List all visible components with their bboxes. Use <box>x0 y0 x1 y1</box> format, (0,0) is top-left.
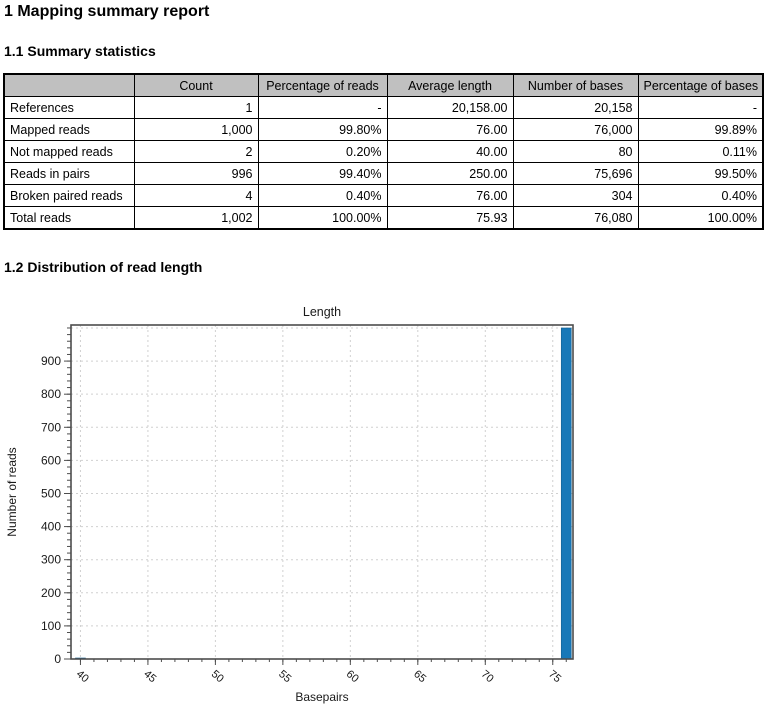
table-cell: 20,158 <box>512 96 639 119</box>
gridlines <box>71 325 573 659</box>
table-row: Not mapped reads 2 0.20% 40.00 80 0.11% <box>3 140 764 163</box>
table-header-row: Count Percentage of reads Average length Nu… <box>3 73 764 97</box>
row-label: Not mapped reads <box>3 140 135 163</box>
table-cell: 100.00% <box>257 206 388 230</box>
svg-text:900: 900 <box>41 354 61 368</box>
column-header-4: Number of bases <box>512 73 639 97</box>
table-cell: 0.11% <box>637 140 764 163</box>
table-cell: 1 <box>133 96 259 119</box>
table-row: Mapped reads 1,000 99.80% 76.00 76,000 99.89% <box>3 118 764 141</box>
summary-statistics-table: Count Percentage of reads Average length Nu… <box>3 73 764 230</box>
table-cell: - <box>257 96 388 119</box>
table-cell: 20,158.00 <box>386 96 514 119</box>
plot-frame <box>70 324 574 660</box>
table-header: Count Percentage of reads Average length Nu… <box>3 73 764 97</box>
table-cell: 250.00 <box>386 162 514 185</box>
read-length-histogram: 0 100 200 300 400 500 600 700 800 900 40 45 50 55 60 65… <box>5 305 574 704</box>
table-cell: 99.89% <box>637 118 764 141</box>
report-title: 1 Mapping summary report <box>4 3 210 20</box>
table-cell: 100.00% <box>637 206 764 230</box>
x-axis-label: Basepairs <box>295 690 348 704</box>
table-row: References 1-20,158.00 20,158- <box>3 96 764 119</box>
table-cell: 0.20% <box>257 140 388 163</box>
column-header-1: Count <box>133 73 259 97</box>
svg-text:800: 800 <box>41 387 61 401</box>
table-cell: 99.80% <box>257 118 388 141</box>
table-body: References 1-20,158.00 20,158- Mapped reads… <box>3 96 764 230</box>
svg-text:75: 75 <box>546 668 563 685</box>
x-axis-tick-labels: 40 45 50 55 60 65 70 75 <box>74 668 563 685</box>
row-label: Reads in pairs <box>3 162 135 185</box>
svg-text:65: 65 <box>411 668 428 685</box>
y-axis-label: Number of reads <box>5 447 19 536</box>
svg-text:55: 55 <box>276 668 293 685</box>
table-row: Total reads 1,002 100.00% 75.93 76,080 100.00… <box>3 206 764 230</box>
svg-text:40: 40 <box>74 668 91 685</box>
table-cell: 4 <box>133 184 259 207</box>
table-cell: 76,000 <box>512 118 639 141</box>
svg-text:700: 700 <box>41 420 61 434</box>
table-cell: 80 <box>512 140 639 163</box>
table-cell: 0.40% <box>637 184 764 207</box>
column-header-5: Percentage of bases <box>637 73 764 97</box>
svg-text:300: 300 <box>41 553 61 567</box>
column-header-2: Percentage of reads <box>257 73 388 97</box>
table-cell: 1,000 <box>133 118 259 141</box>
svg-text:50: 50 <box>209 668 226 685</box>
row-label: Total reads <box>3 206 135 230</box>
y-axis-ticks <box>64 327 71 660</box>
section-title-read-length-distribution: 1.2 Distribution of read length <box>4 259 203 275</box>
svg-text:60: 60 <box>344 668 361 685</box>
table-cell: 0.40% <box>257 184 388 207</box>
table-cell: 304 <box>512 184 639 207</box>
table-cell: - <box>637 96 764 119</box>
row-label: References <box>3 96 135 119</box>
table-cell: 99.40% <box>257 162 388 185</box>
column-header-3: Average length <box>386 73 514 97</box>
table-row: Broken paired reads 4 0.40% 76.00 304 0.40% <box>3 184 764 207</box>
y-axis-tick-labels: 0 100 200 300 400 500 600 700 800 900 <box>41 354 61 666</box>
svg-text:400: 400 <box>41 520 61 534</box>
table-cell: 996 <box>133 162 259 185</box>
table-cell: 75,696 <box>512 162 639 185</box>
table-cell: 76,080 <box>512 206 639 230</box>
row-label: Broken paired reads <box>3 184 135 207</box>
section-title-summary-statistics: 1.1 Summary statistics <box>4 43 156 59</box>
row-label: Mapped reads <box>3 118 135 141</box>
table-cell: 40.00 <box>386 140 514 163</box>
table-cell: 75.93 <box>386 206 514 230</box>
svg-text:500: 500 <box>41 486 61 500</box>
table-cell: 2 <box>133 140 259 163</box>
table-cell: 1,002 <box>133 206 259 230</box>
svg-text:45: 45 <box>141 668 158 685</box>
chart-title: Length <box>303 305 341 319</box>
column-header-0 <box>3 73 135 97</box>
svg-text:600: 600 <box>41 453 61 467</box>
svg-text:70: 70 <box>479 668 496 685</box>
table-cell: 99.50% <box>637 162 764 185</box>
svg-text:100: 100 <box>41 619 61 633</box>
table-cell: 76.00 <box>386 184 514 207</box>
svg-text:200: 200 <box>41 586 61 600</box>
histogram-bar <box>560 327 572 660</box>
table-row: Reads in pairs 996 99.40% 250.00 75,696 99.50… <box>3 162 764 185</box>
svg-text:0: 0 <box>54 652 61 666</box>
table-cell: 76.00 <box>386 118 514 141</box>
x-axis-ticks <box>79 659 567 665</box>
